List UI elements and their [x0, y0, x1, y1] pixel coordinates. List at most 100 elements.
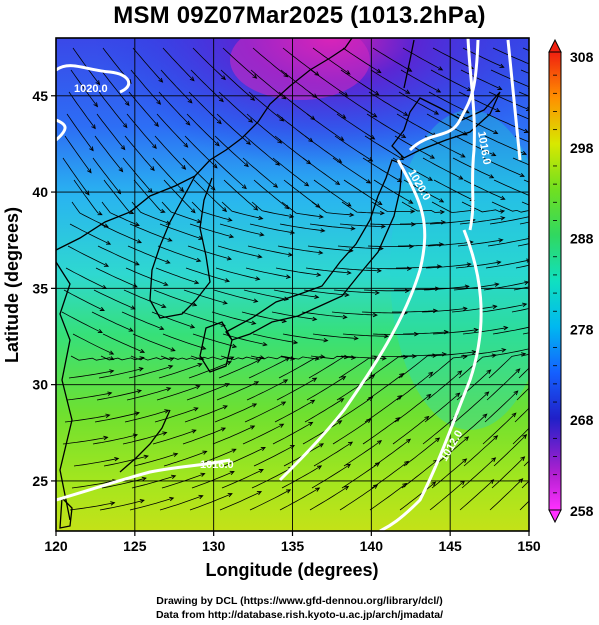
streamline: [398, 355, 437, 379]
streamline: [181, 311, 226, 326]
streamline-arrowhead: [171, 474, 177, 480]
streamline-arrowhead: [439, 198, 445, 203]
streamline-arrowhead: [107, 391, 113, 396]
streamline-arrowhead: [471, 349, 477, 355]
streamline: [343, 179, 382, 205]
streamline: [492, 326, 529, 335]
streamline: [302, 420, 342, 445]
streamline-arrowhead: [346, 270, 352, 275]
streamline-arrowhead: [312, 316, 318, 322]
streamline: [424, 135, 465, 158]
streamline: [518, 91, 529, 97]
streamline: [428, 356, 467, 379]
streamline-arrowhead: [350, 226, 356, 231]
streamline: [334, 396, 373, 423]
streamline: [341, 462, 380, 489]
streamline: [191, 471, 235, 489]
streamline: [372, 47, 412, 72]
streamline: [362, 417, 400, 445]
streamline-arrowhead: [318, 214, 324, 219]
streamline-arrowhead: [366, 418, 372, 424]
streamline: [215, 267, 260, 280]
streamline: [242, 423, 284, 445]
streamline-arrowhead: [377, 200, 383, 206]
streamline-arrowhead: [246, 140, 251, 145]
streamline: [368, 91, 408, 116]
streamline-arrowhead: [316, 272, 322, 277]
streamline: [340, 69, 379, 96]
streamline: [182, 427, 226, 445]
streamline: [364, 395, 402, 423]
streamline: [309, 223, 355, 230]
streamline-arrowhead: [531, 347, 535, 351]
streamline: [248, 357, 290, 379]
streamline: [243, 289, 289, 300]
streamline: [281, 201, 323, 218]
streamline-arrowhead: [405, 89, 411, 94]
streamline: [94, 135, 123, 172]
streamline: [361, 311, 407, 314]
streamline: [427, 241, 473, 247]
streamline: [162, 47, 195, 81]
streamline: [132, 47, 163, 83]
streamline: [63, 289, 105, 311]
streamline: [101, 477, 147, 489]
streamline: [365, 267, 412, 270]
streamline: [69, 502, 115, 511]
streamline-arrowhead: [179, 187, 185, 192]
streamline-arrowhead: [462, 131, 468, 136]
streamline: [67, 245, 109, 267]
streamline: [154, 135, 186, 170]
streamline: [521, 480, 529, 489]
streamline: [431, 201, 475, 213]
streamline-arrowhead: [259, 355, 265, 360]
streamline: [70, 69, 98, 107]
streamline: [213, 289, 258, 302]
streamline: [122, 432, 167, 445]
streamline: [158, 363, 202, 379]
streamline-arrowhead: [397, 177, 403, 183]
streamline-arrowhead: [106, 240, 112, 245]
streamline: [422, 157, 463, 180]
streamline: [185, 267, 230, 282]
streamline: [430, 69, 472, 92]
streamline: [122, 157, 153, 193]
streamline: [189, 493, 233, 511]
isobar-label: 1020.0: [74, 83, 108, 95]
streamline: [512, 157, 529, 166]
streamline: [189, 223, 234, 238]
streamline-arrowhead: [251, 403, 258, 408]
streamline-arrowhead: [252, 74, 258, 79]
streamline-arrowhead: [346, 463, 352, 469]
streamline: [124, 135, 155, 171]
streamline-arrowhead: [283, 379, 289, 384]
streamline: [154, 407, 198, 423]
streamline-arrowhead: [320, 354, 326, 359]
streamline: [221, 201, 263, 220]
streamline: [489, 216, 529, 225]
streamline: [451, 305, 497, 313]
streamline: [362, 157, 402, 183]
streamline: [251, 201, 294, 218]
streamline-arrowhead: [399, 155, 405, 161]
streamline: [100, 69, 130, 106]
streamline-arrowhead: [250, 425, 256, 430]
streamline: [400, 69, 441, 93]
streamline-arrowhead: [434, 286, 441, 291]
streamline-arrowhead: [253, 206, 259, 211]
streamline-arrowhead: [279, 423, 285, 428]
streamline-arrowhead: [290, 356, 296, 361]
streamline-arrowhead: [374, 90, 380, 96]
streamline: [73, 458, 119, 467]
ryukyu-islands: [119, 409, 171, 473]
hokkaido-coastline: [391, 91, 501, 159]
streamline: [219, 223, 264, 236]
streamline-arrowhead: [455, 392, 461, 398]
streamline-arrowhead: [562, 194, 566, 197]
streamline: [162, 333, 206, 350]
streamline-arrowhead: [169, 357, 175, 362]
streamline-arrowhead: [397, 395, 403, 400]
isobar-1020-north: [56, 64, 131, 94]
streamline-arrowhead: [543, 390, 547, 394]
x-tick-label: 140: [360, 538, 384, 554]
